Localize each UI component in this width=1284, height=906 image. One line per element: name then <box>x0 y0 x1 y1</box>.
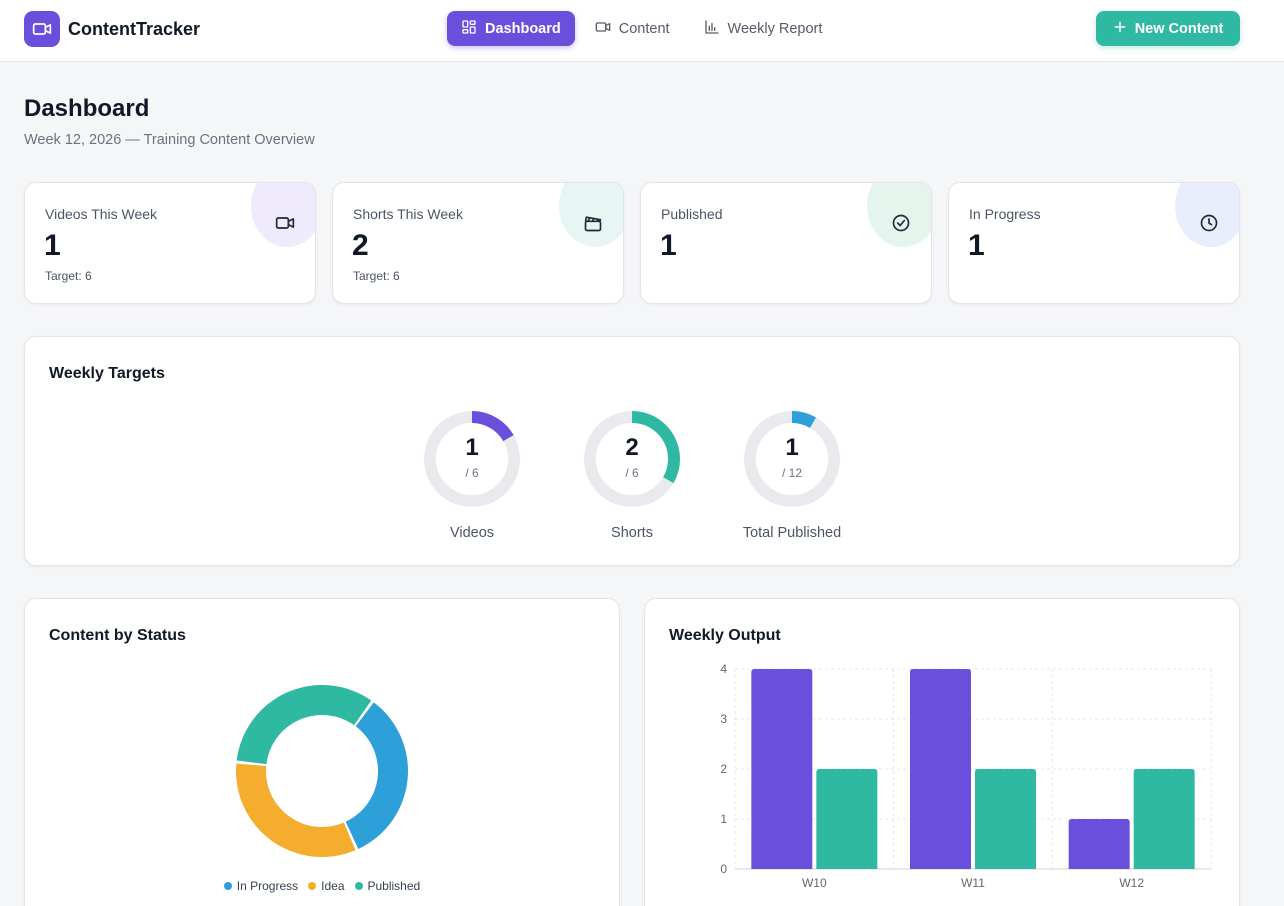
stat-label: In Progress <box>969 206 1041 222</box>
app-name: ContentTracker <box>68 18 201 39</box>
legend-swatch <box>308 882 317 890</box>
video-camera-icon <box>24 11 60 47</box>
weekly-output-bar-chart: 0 1 2 3 4 W10 W11 W12 <box>720 662 1212 890</box>
top-navbar: ContentTracker Dashboard Content Weekly … <box>0 0 1284 62</box>
brand[interactable]: ContentTracker <box>24 11 200 47</box>
weekly-output-panel: Weekly Output 0 1 2 3 4 W10 W11 W12 <box>644 598 1240 906</box>
y-tick-label: 3 <box>720 712 727 726</box>
stat-target: Target: 6 <box>353 269 400 283</box>
check-circle-icon <box>891 213 911 233</box>
legend-label: In Progress <box>236 879 299 893</box>
gauge-value: 1 <box>465 434 479 461</box>
stat-value: 1 <box>44 229 61 262</box>
bar-w12-series-1 <box>1068 819 1130 869</box>
gauge-total: / 6 <box>465 466 479 480</box>
gauge-ring <box>424 411 520 507</box>
bar-w11-series-1 <box>910 669 971 869</box>
donut-slice-in-progress <box>345 702 408 849</box>
legend-item: Idea <box>308 879 345 893</box>
donut-slice-idea <box>235 763 356 857</box>
gauge-videos: 1 / 6 Videos <box>402 409 542 541</box>
page-subtitle: Week 12, 2026 — Training Content Overvie… <box>24 132 315 148</box>
clapperboard-icon <box>583 213 603 233</box>
y-axis: 0 1 2 3 4 <box>720 662 727 876</box>
gauge-label: Total Published <box>742 525 842 541</box>
nav-weekly-report[interactable]: Weekly Report <box>690 11 837 46</box>
status-legend: In Progress Idea Published <box>25 879 619 893</box>
gauge-shorts: 2 / 6 Shorts <box>562 409 702 541</box>
status-donut-chart <box>235 685 408 857</box>
gauge-label: Videos <box>449 525 495 541</box>
stat-target: Target: 6 <box>45 269 92 283</box>
stat-value: 1 <box>968 229 985 262</box>
stat-card-videos: Videos This Week 1 Target: 6 <box>24 182 316 304</box>
nav-dashboard[interactable]: Dashboard <box>447 11 575 46</box>
legend-label: Published <box>367 879 421 893</box>
bar-w10-series-2 <box>816 769 878 869</box>
stat-label: Shorts This Week <box>353 206 463 222</box>
y-tick-label: 4 <box>720 662 727 676</box>
x-axis: W10 W11 W12 <box>802 876 1144 890</box>
stat-label: Published <box>661 206 723 222</box>
main-nav: Dashboard Content Weekly Report <box>447 11 836 46</box>
plus-icon <box>1113 20 1127 38</box>
gauge-ring <box>744 411 840 507</box>
y-tick-label: 1 <box>720 812 727 826</box>
gauge-value: 1 <box>785 434 799 461</box>
bar-chart-icon <box>704 19 720 39</box>
gauge-total-published: 1 / 12 Total Published <box>722 409 862 541</box>
stat-card-in-progress: In Progress 1 <box>948 182 1240 304</box>
gauge-label: Shorts <box>611 525 653 541</box>
grid-icon <box>461 19 477 39</box>
new-content-button[interactable]: New Content <box>1096 11 1240 46</box>
legend-item: In Progress <box>223 879 299 893</box>
video-camera-icon <box>275 213 295 233</box>
legend-label: Idea <box>321 879 345 893</box>
gauge-total: / 6 <box>625 466 639 480</box>
bar-w11-series-2 <box>975 769 1036 869</box>
chart-grid <box>734 668 1212 870</box>
bars <box>751 669 1195 869</box>
bar-w10-series-1 <box>751 669 813 869</box>
legend-item: Published <box>354 879 421 893</box>
content-by-status-panel: Content by Status In Progress Idea Publi… <box>24 598 620 906</box>
new-content-label: New Content <box>1134 20 1224 37</box>
gauge-ring <box>584 411 680 507</box>
clock-icon <box>1199 213 1219 233</box>
x-tick-label: W11 <box>961 876 985 890</box>
panel-title: Weekly Targets <box>49 365 165 382</box>
gauge-arc <box>424 411 520 507</box>
nav-content-label: Content <box>618 20 670 37</box>
gauge-arc <box>584 411 680 507</box>
x-tick-label: W10 <box>802 876 827 890</box>
nav-content[interactable]: Content <box>581 11 684 46</box>
y-tick-label: 2 <box>720 762 727 776</box>
y-tick-label: 0 <box>720 862 727 876</box>
gauge-arc <box>744 411 840 507</box>
gauge-total: / 12 <box>781 466 802 480</box>
stat-label: Videos This Week <box>45 206 158 222</box>
bar-w12-series-2 <box>1133 769 1195 869</box>
legend-swatch <box>223 882 232 890</box>
video-camera-icon <box>595 19 611 39</box>
nav-dashboard-label: Dashboard <box>485 20 561 37</box>
stat-value: 1 <box>660 229 677 262</box>
stat-card-published: Published 1 <box>640 182 932 304</box>
stat-card-shorts: Shorts This Week 2 Target: 6 <box>332 182 624 304</box>
gauge-value: 2 <box>625 434 639 461</box>
panel-title: Content by Status <box>49 627 186 644</box>
panel-title: Weekly Output <box>669 627 781 644</box>
legend-swatch <box>354 882 363 890</box>
stat-value: 2 <box>352 229 369 262</box>
donut-slice-published <box>236 685 372 765</box>
page-title: Dashboard <box>24 95 150 122</box>
nav-weekly-report-label: Weekly Report <box>727 20 823 37</box>
x-tick-label: W12 <box>1119 876 1144 890</box>
weekly-targets-panel: Weekly Targets 1 / 6 Videos 2 / 6 Shorts… <box>24 336 1240 566</box>
